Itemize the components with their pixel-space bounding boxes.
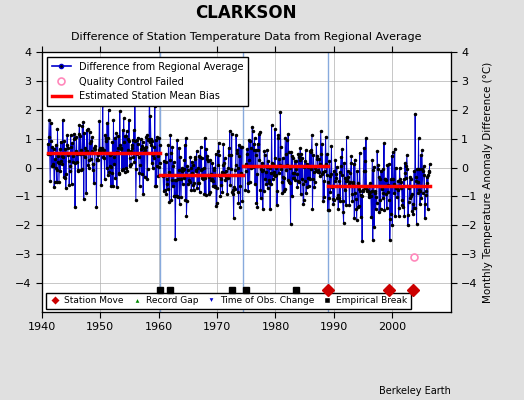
Y-axis label: Monthly Temperature Anomaly Difference (°C): Monthly Temperature Anomaly Difference (… xyxy=(483,61,493,303)
Text: CLARKSON: CLARKSON xyxy=(195,4,297,22)
Text: Difference of Station Temperature Data from Regional Average: Difference of Station Temperature Data f… xyxy=(71,32,421,42)
Legend: Station Move, Record Gap, Time of Obs. Change, Empirical Break: Station Move, Record Gap, Time of Obs. C… xyxy=(47,292,411,309)
Text: Berkeley Earth: Berkeley Earth xyxy=(379,386,451,396)
